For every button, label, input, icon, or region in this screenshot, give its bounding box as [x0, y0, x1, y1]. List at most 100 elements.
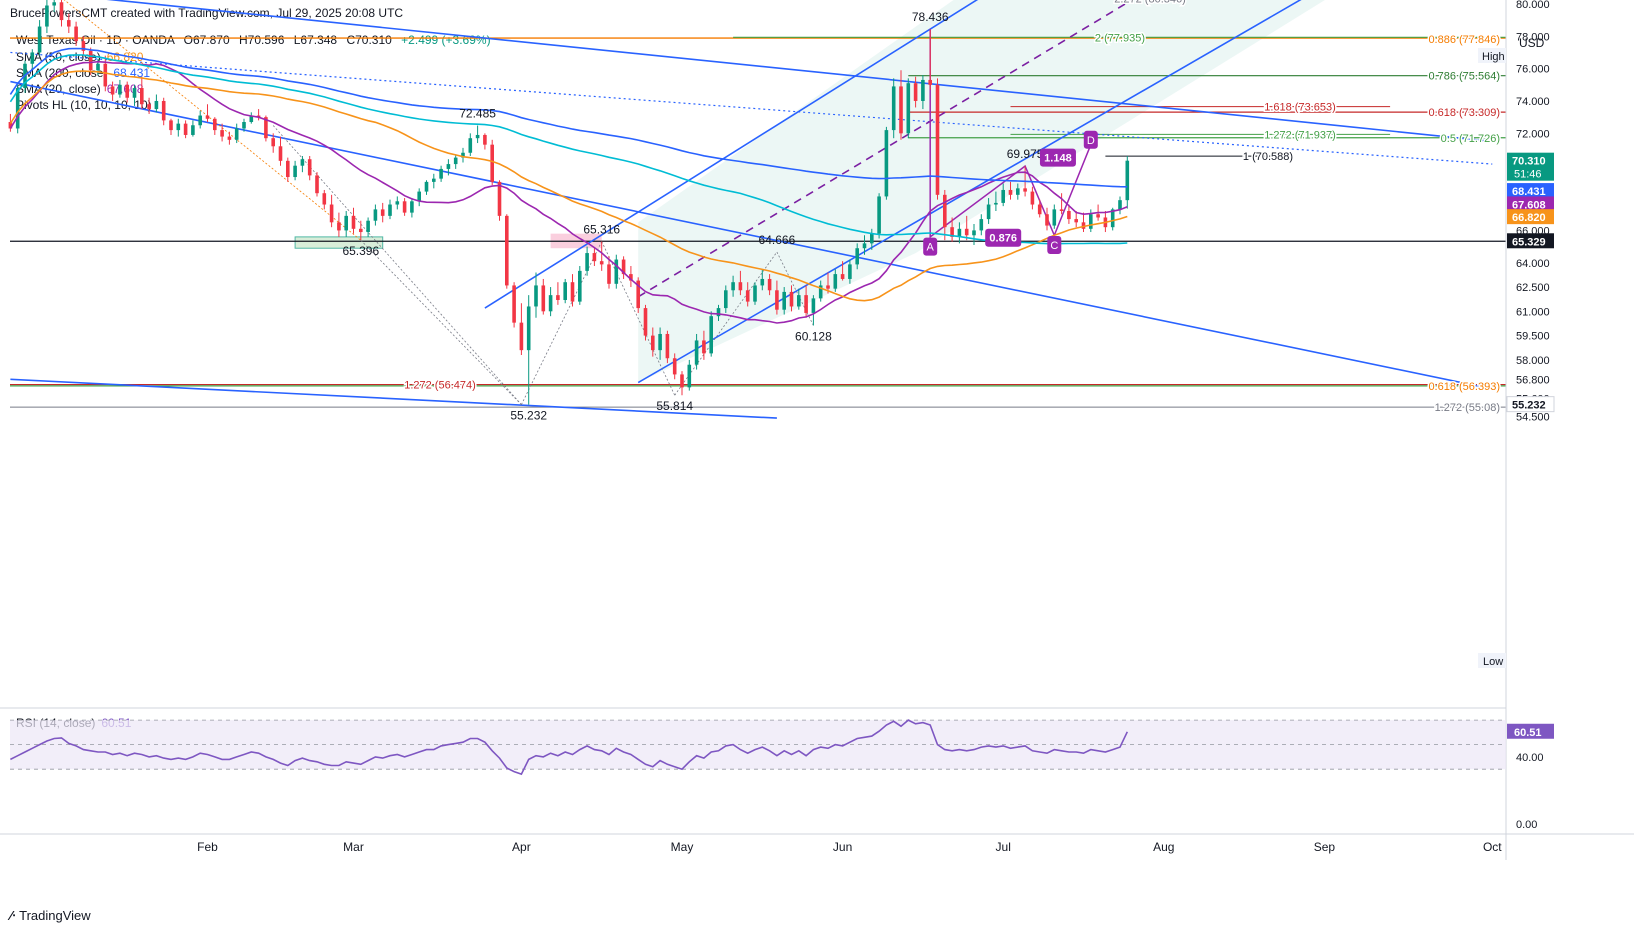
- candle-body: [818, 285, 823, 299]
- candle-body: [1023, 188, 1027, 192]
- harmonic-point-box: [1083, 130, 1098, 149]
- fib-label: 0.886 (77.846): [1428, 34, 1500, 46]
- candle-body: [1059, 209, 1064, 212]
- candle-body: [461, 152, 465, 158]
- candle-body: [840, 274, 845, 279]
- candle-body: [59, 2, 64, 21]
- candle-body: [826, 285, 830, 289]
- candle-body: [731, 282, 735, 291]
- candle-body: [329, 204, 334, 223]
- candle-body: [994, 202, 998, 205]
- candle-body: [380, 209, 385, 216]
- channel-shade: [638, 0, 1325, 383]
- candle-body: [52, 2, 56, 6]
- candle-body: [964, 228, 969, 236]
- close-value: C70.310: [346, 33, 392, 47]
- price-badge-label: 70.310: [1512, 156, 1546, 168]
- candle-body: [672, 358, 677, 375]
- candle-body: [286, 160, 290, 178]
- candle-body: [198, 115, 202, 126]
- candle-body: [161, 100, 166, 121]
- chart-caption: BrucePowersCMT created with TradingView.…: [10, 6, 404, 20]
- tradingview-logo[interactable]: ⁄ᐧ TradingView: [10, 908, 91, 924]
- x-tick-label: Oct: [1483, 840, 1502, 854]
- legend-pivots[interactable]: Pivots HL (10, 10, 10, 10): [16, 98, 152, 112]
- y-tick-label: 76.000: [1516, 64, 1550, 76]
- sma50-line: [9, 70, 1128, 302]
- price-badge-label: 65.329: [1512, 236, 1546, 248]
- harmonic-ratio-label: 0.876: [989, 233, 1017, 245]
- harmonic-point-box: [923, 237, 938, 256]
- candle-body: [402, 201, 407, 213]
- candle-body: [687, 364, 692, 388]
- candle-body: [1008, 189, 1013, 195]
- candle-body: [658, 333, 662, 351]
- candle-body: [629, 274, 633, 281]
- harmonic-point-label: C: [1050, 240, 1058, 252]
- rsi-tick-label: 40.00: [1516, 752, 1544, 764]
- candle-body: [118, 84, 122, 95]
- candle-body: [410, 201, 414, 213]
- candle-body: [935, 84, 940, 195]
- candle-body: [592, 253, 597, 262]
- legend-sma200-value: 68.431: [113, 66, 151, 80]
- candle-body: [1089, 214, 1093, 229]
- fib-label: 2 (77.935): [1095, 32, 1145, 44]
- low-label-box: [1478, 653, 1506, 668]
- low-value: L67.348: [293, 33, 338, 47]
- candle-body: [578, 270, 582, 302]
- pivot-label: 69.975: [1007, 147, 1044, 161]
- candle-body: [388, 204, 392, 216]
- candle-body: [359, 228, 363, 233]
- candle-body: [548, 295, 553, 312]
- x-tick-label: Jun: [833, 840, 852, 854]
- harmonic-point-label: A: [927, 242, 935, 254]
- price-badge: [1507, 152, 1554, 181]
- candle-body: [512, 285, 516, 323]
- candle-body: [943, 194, 947, 228]
- candle-body: [8, 122, 13, 129]
- candle-body: [891, 86, 896, 131]
- candle-body: [556, 295, 560, 300]
- candle-body: [855, 248, 859, 265]
- x-tick-label: Aug: [1153, 840, 1174, 854]
- candle-body: [782, 291, 786, 310]
- candle-body: [797, 295, 801, 307]
- candle-body: [475, 134, 480, 139]
- candle-body: [37, 26, 42, 53]
- high-label-box: [1478, 48, 1506, 63]
- candle-body: [833, 274, 838, 289]
- candle-body: [899, 86, 903, 134]
- y-tick-label: 62.500: [1516, 282, 1550, 294]
- zigzag-seg: [521, 241, 603, 405]
- candle-body: [30, 52, 35, 64]
- y-tick-label: 78.000: [1516, 31, 1550, 43]
- price-badge-label: 66.820: [1512, 212, 1546, 224]
- candle-body: [1110, 209, 1115, 228]
- legend-sma200[interactable]: SMA (200, close) 68.431: [16, 66, 150, 80]
- candle-body: [110, 86, 115, 95]
- candle-body: [972, 230, 976, 236]
- legend-pivots-label: Pivots HL (10, 10, 10, 10): [16, 98, 152, 112]
- candle-body: [709, 316, 713, 354]
- pivot-label: 55.232: [510, 409, 547, 423]
- fib-label: 0.618 (73.309): [1428, 107, 1500, 119]
- candle-body: [986, 204, 991, 220]
- candle-body: [154, 100, 159, 110]
- sma200-line: [9, 47, 1128, 188]
- zigzag-seg: [776, 251, 814, 326]
- fib-label: 0.786 (75.564): [1428, 71, 1500, 83]
- fib-label: 1 (70.588): [1243, 151, 1293, 163]
- candle-body: [519, 322, 524, 351]
- candle-body: [1045, 214, 1049, 226]
- candle-body: [636, 280, 640, 309]
- symbol-legend[interactable]: West Texas Oil · 1D · OANDA O67.870 H70.…: [16, 33, 491, 47]
- pivot-label: 60.128: [795, 329, 832, 343]
- candle-body: [906, 83, 911, 134]
- candle-body: [322, 193, 327, 205]
- candle-body: [351, 215, 356, 229]
- candle-body: [541, 285, 546, 312]
- candle-body: [1118, 200, 1122, 210]
- candle-body: [344, 215, 348, 231]
